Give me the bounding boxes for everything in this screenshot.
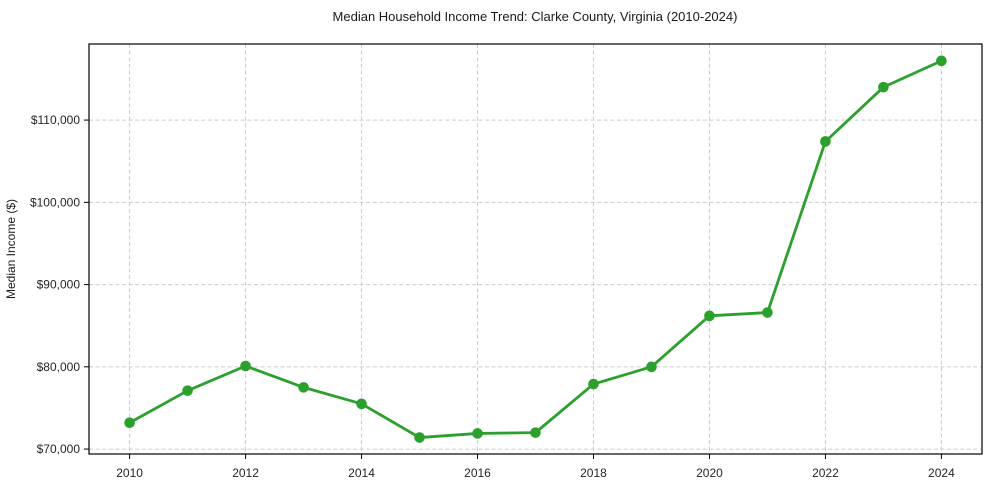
data-point-marker: [240, 360, 251, 372]
x-tick-label: 2022: [812, 466, 839, 480]
data-point-marker: [588, 378, 599, 390]
income-trend-line: [128, 59, 943, 439]
data-point-marker: [820, 136, 831, 147]
data-point-marker: [530, 427, 541, 438]
data-point-marker: [414, 432, 425, 443]
y-tick-label: $70,000: [37, 442, 81, 456]
x-tick-label: 2012: [232, 466, 259, 480]
data-point-marker: [704, 310, 715, 322]
data-point-marker: [472, 428, 483, 439]
data-point-marker: [936, 55, 947, 67]
x-tick-label: 2020: [696, 466, 723, 480]
data-point-marker: [646, 361, 657, 373]
y-tick-label: $110,000: [31, 113, 80, 127]
data-point-marker: [356, 398, 367, 410]
plot-area: $70,000 $80,000 $90,000 $100,000 $110,000 201…: [30, 43, 983, 480]
data-point-marker: [298, 382, 309, 393]
x-tick-label: 2024: [928, 466, 955, 480]
x-tick-label: 2018: [580, 466, 607, 480]
data-point-marker: [182, 385, 193, 396]
chart-title: Median Household Income Trend: Clarke Co…: [333, 9, 738, 24]
data-point-marker: [762, 307, 773, 318]
y-tick-label: $80,000: [37, 360, 81, 374]
axes-spines: [88, 43, 983, 455]
x-tick-label: 2014: [348, 466, 375, 480]
y-tick-label: $90,000: [37, 278, 81, 292]
data-point-marker: [878, 81, 889, 93]
x-tick-label: 2016: [464, 466, 491, 480]
y-axis-label: Median Income ($): [4, 199, 18, 299]
y-tick-label: $100,000: [30, 195, 80, 209]
x-tick-label: 2010: [116, 466, 143, 480]
data-point-marker: [124, 417, 135, 429]
